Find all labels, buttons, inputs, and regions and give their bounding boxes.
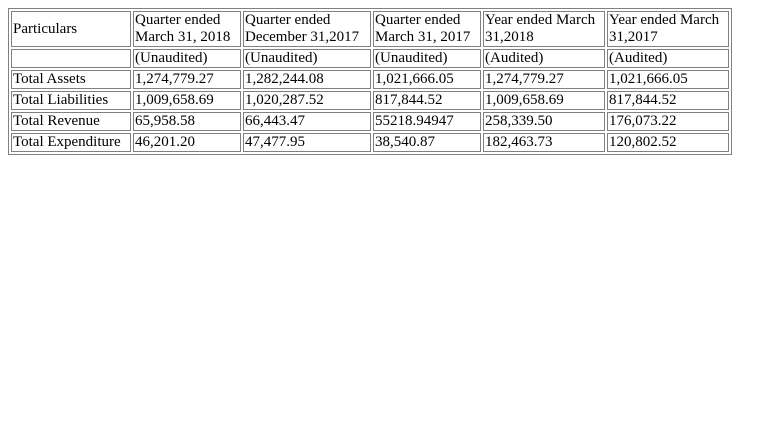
table-cell: 182,463.73 xyxy=(483,133,605,152)
audit-status-cell: (Unaudited) xyxy=(133,49,241,68)
column-header-line2: December 31,2017 xyxy=(245,29,360,45)
column-header-y-mar-2017: Year ended March 31,2017 xyxy=(607,11,729,47)
table-row: Total Assets 1,274,779.27 1,282,244.08 1… xyxy=(11,70,729,89)
table-cell: 120,802.52 xyxy=(607,133,729,152)
row-label: Total Expenditure xyxy=(11,133,131,152)
audit-status-cell: (Audited) xyxy=(607,49,729,68)
table-cell: 47,477.95 xyxy=(243,133,371,152)
audit-status-cell: (Audited) xyxy=(483,49,605,68)
table-row: Total Liabilities 1,009,658.69 1,020,287… xyxy=(11,91,729,110)
financial-table-container: Particulars Quarter ended March 31, 2018 … xyxy=(8,8,732,155)
table-cell: 66,443.47 xyxy=(243,112,371,131)
table-cell: 1,274,779.27 xyxy=(483,70,605,89)
column-header-q-dec-2017: Quarter ended December 31,2017 xyxy=(243,11,371,47)
table-cell: 65,958.58 xyxy=(133,112,241,131)
table-cell: 817,844.52 xyxy=(607,91,729,110)
table-cell: 1,009,658.69 xyxy=(133,91,241,110)
table-cell: 817,844.52 xyxy=(373,91,481,110)
table-cell: 55218.94947 xyxy=(373,112,481,131)
particulars-header: Particulars xyxy=(11,11,131,47)
column-header-line2: 31,2018 xyxy=(485,29,534,45)
audit-status-row: (Unaudited) (Unaudited) (Unaudited) (Aud… xyxy=(11,49,729,68)
audit-status-cell: (Unaudited) xyxy=(243,49,371,68)
column-header-q-mar-2018: Quarter ended March 31, 2018 xyxy=(133,11,241,47)
column-header-line1: Quarter ended xyxy=(375,12,461,28)
header-row: Particulars Quarter ended March 31, 2018 … xyxy=(11,11,729,47)
table-row: Total Expenditure 46,201.20 47,477.95 38… xyxy=(11,133,729,152)
audit-status-cell: (Unaudited) xyxy=(373,49,481,68)
column-header-y-mar-2018: Year ended March 31,2018 xyxy=(483,11,605,47)
column-header-line1: Quarter ended xyxy=(135,12,221,28)
column-header-line2: March 31, 2018 xyxy=(135,29,231,45)
table-cell: 38,540.87 xyxy=(373,133,481,152)
table-cell: 1,021,666.05 xyxy=(607,70,729,89)
table-cell: 258,339.50 xyxy=(483,112,605,131)
table-cell: 46,201.20 xyxy=(133,133,241,152)
table-cell: 1,020,287.52 xyxy=(243,91,371,110)
table-cell: 1,282,244.08 xyxy=(243,70,371,89)
row-label: Total Assets xyxy=(11,70,131,89)
financial-results-table: Particulars Quarter ended March 31, 2018 … xyxy=(8,8,732,155)
row-label: Total Revenue xyxy=(11,112,131,131)
column-header-line2: 31,2017 xyxy=(609,29,658,45)
table-row: Total Revenue 65,958.58 66,443.47 55218.… xyxy=(11,112,729,131)
column-header-line1: Quarter ended xyxy=(245,12,331,28)
table-cell: 1,274,779.27 xyxy=(133,70,241,89)
column-header-q-mar-2017: Quarter ended March 31, 2017 xyxy=(373,11,481,47)
empty-cell xyxy=(11,49,131,68)
column-header-line1: Year ended March xyxy=(609,12,720,28)
table-cell: 176,073.22 xyxy=(607,112,729,131)
column-header-line1: Year ended March xyxy=(485,12,596,28)
table-cell: 1,009,658.69 xyxy=(483,91,605,110)
row-label: Total Liabilities xyxy=(11,91,131,110)
table-cell: 1,021,666.05 xyxy=(373,70,481,89)
column-header-line2: March 31, 2017 xyxy=(375,29,471,45)
